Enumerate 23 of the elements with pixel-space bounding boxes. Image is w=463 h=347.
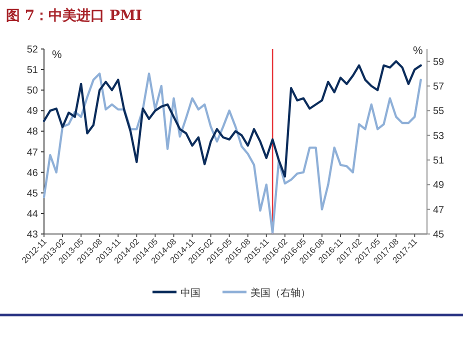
y-axis-title: % xyxy=(52,49,62,61)
y2-axis-title: % xyxy=(413,45,423,57)
y2-tick-label: 59 xyxy=(433,56,445,68)
y2-tick-label: 49 xyxy=(433,180,445,192)
y-tick-label: 48 xyxy=(26,126,38,138)
y2-tick-label: 53 xyxy=(433,130,445,142)
y2-tick-label: 45 xyxy=(433,230,445,240)
y-tick-label: 43 xyxy=(26,230,38,240)
y-tick-label: 50 xyxy=(26,86,38,97)
y-tick-label: 49 xyxy=(26,106,38,118)
chart-title: 图 7：中美进口 PMI xyxy=(6,7,142,24)
legend-label: 中国 xyxy=(180,287,200,299)
y-tick-label: 52 xyxy=(26,44,38,56)
legend-label: 美国（右轴） xyxy=(250,287,310,299)
y-tick-label: 44 xyxy=(26,208,38,220)
y2-tick-label: 47 xyxy=(433,204,445,216)
y2-tick-label: 55 xyxy=(433,106,445,118)
y2-tick-label: 51 xyxy=(433,156,445,166)
y-tick-label: 46 xyxy=(26,168,38,179)
y-tick-label: 45 xyxy=(26,188,38,200)
y-tick-label: 47 xyxy=(26,147,38,158)
y-tick-label: 51 xyxy=(26,65,38,76)
y2-tick-label: 57 xyxy=(433,82,445,92)
